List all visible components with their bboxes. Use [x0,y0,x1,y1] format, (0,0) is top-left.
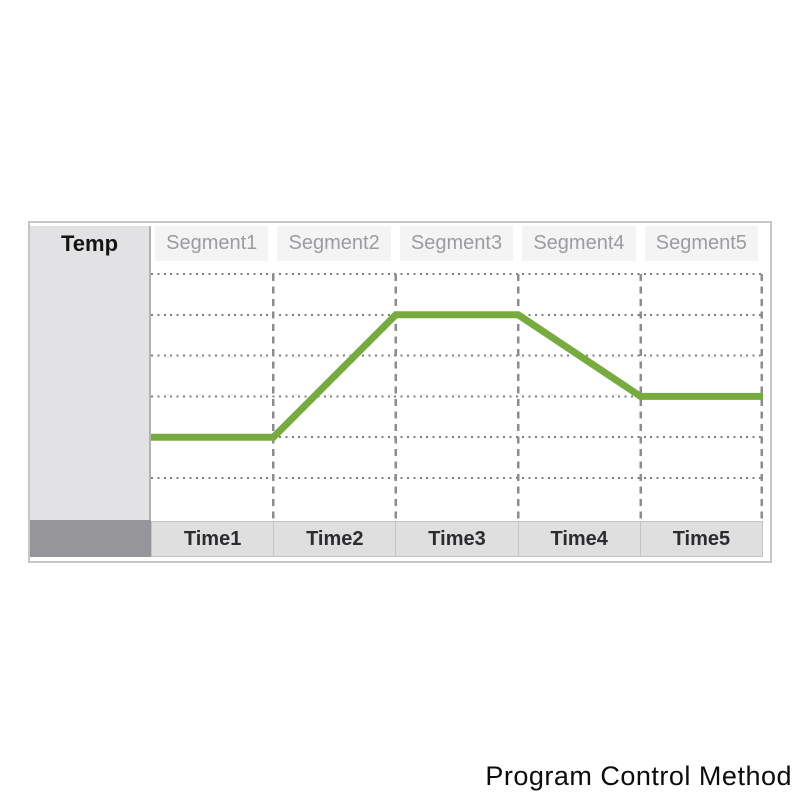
corner-cell [30,520,151,557]
figure-caption: Program Control Method [485,761,792,791]
plot-area [151,262,763,520]
time-header-cell: Time3 [395,521,519,557]
temp-axis-column: Temp [30,226,151,520]
segment-header-cell: Segment1 [155,226,269,261]
segment-header-cell: Segment2 [277,226,391,261]
temperature-profile-chart [151,273,763,520]
segment-header-cell: Segment3 [399,226,514,261]
time-header-row: Time1 Time2 Time3 Time4 Time5 [151,521,764,557]
time-header-cell: Time4 [517,521,641,557]
temp-axis-label: Temp [60,231,119,256]
time-header-cell: Time1 [151,521,275,557]
temperature-profile-line [151,311,763,441]
program-chart-frame: Temp Segment1 Segment2 Segment3 Segment4 Seg… [28,221,772,563]
segment-header-row: Segment1 Segment2 Segment3 Segment4 Segment5 [151,226,763,261]
time-header-cell: Time2 [273,521,397,557]
time-header-cell: Time5 [639,521,764,557]
segment-header-cell: Segment5 [644,226,759,261]
segment-header-cell: Segment4 [522,226,636,261]
